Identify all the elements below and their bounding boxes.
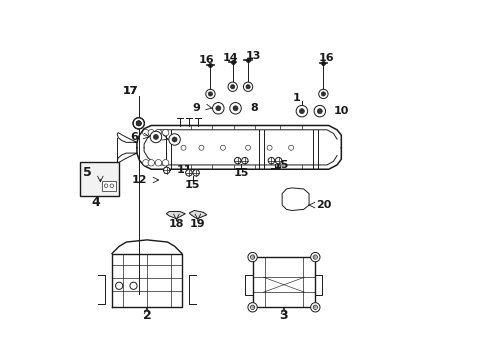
- Circle shape: [312, 305, 317, 310]
- Text: 20: 20: [316, 200, 331, 210]
- Text: 19: 19: [190, 219, 205, 229]
- Circle shape: [172, 137, 177, 142]
- Circle shape: [243, 82, 252, 91]
- Circle shape: [317, 109, 322, 114]
- Circle shape: [247, 303, 257, 312]
- Circle shape: [310, 252, 319, 262]
- Text: 7: 7: [150, 134, 158, 144]
- Circle shape: [230, 85, 234, 89]
- Circle shape: [130, 282, 137, 289]
- Circle shape: [155, 159, 162, 166]
- Circle shape: [148, 130, 154, 136]
- Circle shape: [192, 170, 199, 176]
- Circle shape: [136, 121, 141, 126]
- Circle shape: [245, 85, 250, 89]
- Bar: [102, 181, 116, 191]
- Text: 15: 15: [274, 159, 289, 170]
- Text: 16: 16: [199, 55, 214, 65]
- Circle shape: [110, 184, 113, 188]
- Circle shape: [220, 145, 225, 150]
- Circle shape: [234, 157, 241, 164]
- Circle shape: [155, 130, 162, 136]
- Text: 1: 1: [292, 93, 300, 103]
- Circle shape: [266, 145, 271, 150]
- Text: 17: 17: [122, 86, 138, 96]
- Text: 4: 4: [91, 196, 100, 209]
- Circle shape: [313, 105, 325, 117]
- Polygon shape: [166, 212, 185, 219]
- Text: 13: 13: [245, 51, 261, 61]
- Circle shape: [162, 130, 168, 136]
- Text: 14: 14: [222, 53, 238, 63]
- Circle shape: [185, 170, 192, 176]
- Circle shape: [133, 118, 144, 129]
- Circle shape: [208, 92, 212, 96]
- Circle shape: [241, 157, 247, 164]
- Circle shape: [321, 92, 325, 96]
- Circle shape: [229, 103, 241, 114]
- Circle shape: [296, 105, 307, 117]
- Text: 9: 9: [192, 103, 201, 113]
- Text: 10: 10: [333, 106, 349, 116]
- Circle shape: [310, 303, 319, 312]
- Text: 15: 15: [233, 168, 248, 178]
- Circle shape: [142, 130, 149, 136]
- Circle shape: [136, 121, 141, 126]
- Text: 15: 15: [184, 180, 200, 190]
- Polygon shape: [282, 188, 308, 211]
- Circle shape: [115, 282, 122, 289]
- Circle shape: [245, 145, 250, 150]
- Text: 8: 8: [249, 103, 257, 113]
- Circle shape: [153, 134, 158, 139]
- Circle shape: [162, 159, 168, 166]
- Text: 11: 11: [177, 165, 192, 175]
- Circle shape: [136, 121, 141, 126]
- Circle shape: [312, 255, 317, 259]
- Circle shape: [133, 118, 144, 129]
- Circle shape: [142, 159, 149, 166]
- Text: 3: 3: [279, 309, 287, 323]
- Circle shape: [104, 184, 108, 188]
- Circle shape: [233, 106, 238, 111]
- Text: 17: 17: [122, 86, 138, 96]
- Circle shape: [181, 145, 185, 150]
- Bar: [80, 162, 119, 196]
- Circle shape: [199, 145, 203, 150]
- Text: 18: 18: [168, 219, 184, 229]
- Circle shape: [212, 103, 224, 114]
- Circle shape: [148, 159, 154, 166]
- Text: 5: 5: [83, 166, 92, 179]
- Circle shape: [318, 89, 327, 99]
- Circle shape: [227, 82, 237, 91]
- Circle shape: [299, 109, 304, 114]
- Text: 16: 16: [318, 53, 333, 63]
- Circle shape: [133, 118, 144, 129]
- Circle shape: [288, 145, 293, 150]
- Circle shape: [150, 131, 162, 143]
- Circle shape: [247, 252, 257, 262]
- Text: 12: 12: [132, 175, 147, 185]
- Circle shape: [267, 157, 274, 164]
- Circle shape: [275, 157, 281, 164]
- Circle shape: [205, 89, 215, 99]
- Circle shape: [250, 305, 254, 310]
- Text: 6: 6: [130, 132, 138, 141]
- Circle shape: [163, 167, 169, 174]
- Circle shape: [215, 106, 221, 111]
- Polygon shape: [189, 211, 206, 219]
- Text: 2: 2: [142, 309, 151, 323]
- Circle shape: [250, 255, 254, 259]
- Circle shape: [168, 134, 180, 145]
